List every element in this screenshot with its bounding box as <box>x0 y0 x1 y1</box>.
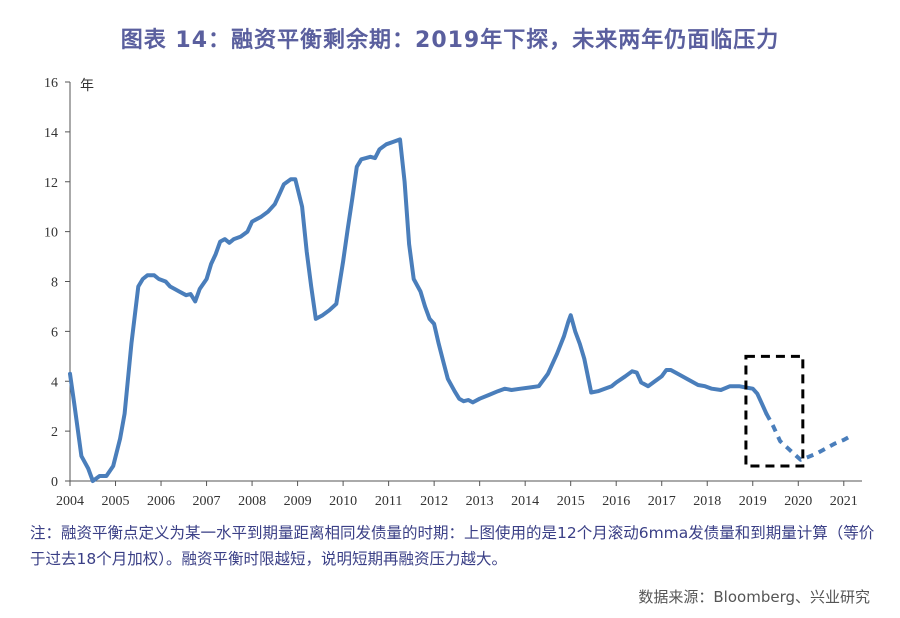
data-source: 数据来源：Bloomberg、兴业研究 <box>638 588 870 606</box>
chart-note: 注：融资平衡点定义为某一水平到期量距离相同发债量的时期：上图使用的是12个月滚动… <box>30 524 875 568</box>
y-tick-label: 14 <box>44 126 58 141</box>
x-tick-label: 2009 <box>284 494 312 509</box>
x-tick-label: 2006 <box>147 494 175 509</box>
highlight-box <box>744 354 805 468</box>
x-tick-label: 2018 <box>693 494 721 509</box>
x-tick-label: 2016 <box>602 494 630 509</box>
y-tick-label: 4 <box>51 375 58 390</box>
x-tick-label: 2014 <box>511 494 539 509</box>
y-tick-label: 6 <box>51 325 58 340</box>
x-tick-label: 2008 <box>238 494 266 509</box>
x-tick-label: 2011 <box>375 494 402 509</box>
y-tick-label: 8 <box>51 276 58 291</box>
x-tick-label: 2007 <box>193 494 221 509</box>
y-tick-label: 0 <box>51 475 58 490</box>
x-tick-label: 2012 <box>420 494 448 509</box>
x-tick-label: 2020 <box>784 494 812 509</box>
x-tick-label: 2010 <box>329 494 357 509</box>
y-axis-label: 年 <box>80 78 94 94</box>
y-tick-label: 2 <box>51 425 58 440</box>
x-tick-label: 2013 <box>466 494 494 509</box>
line-chart: 0 2 4 6 8 10 12 14 16 年 2004 2005 2006 2007 2008 2009 20… <box>44 76 862 509</box>
x-tick-label: 2004 <box>56 494 84 509</box>
x-tick-label: 2019 <box>739 494 767 509</box>
series-line <box>68 137 769 483</box>
x-tick-label: 2021 <box>830 494 858 509</box>
y-tick-label: 12 <box>44 176 58 191</box>
y-tick-label: 16 <box>44 76 58 91</box>
x-tick-label: 2017 <box>648 494 676 509</box>
chart-title: 图表 14：融资平衡剩余期：2019年下探，未来两年仍面临压力 <box>120 28 780 53</box>
forecast-series-line <box>764 412 854 462</box>
y-tick-label: 10 <box>44 226 58 241</box>
x-tick-label: 2015 <box>557 494 585 509</box>
x-tick-label: 2005 <box>102 494 130 509</box>
